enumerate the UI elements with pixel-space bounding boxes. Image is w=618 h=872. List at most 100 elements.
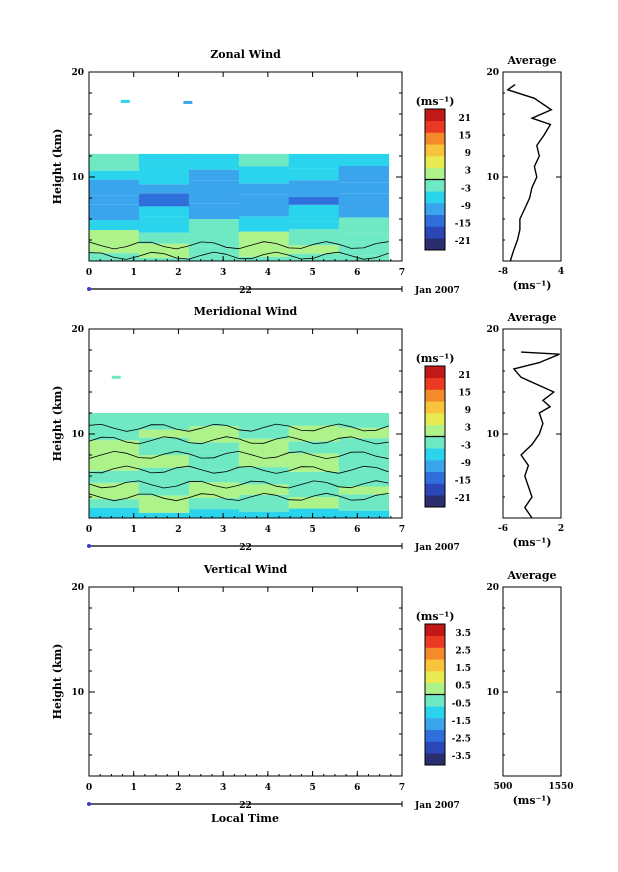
heatmap-cell <box>288 453 340 472</box>
heatmap-cell <box>238 183 290 195</box>
date-label: Jan 2007 <box>414 543 460 553</box>
profile-x-tick-label: 2 <box>558 524 564 534</box>
x-tick-label: 0 <box>86 525 92 535</box>
y-axis-label: Height (km) <box>51 386 64 462</box>
heatmap-cell <box>138 257 190 261</box>
colorbar-tick-label: 3.5 <box>455 629 471 639</box>
heatmap-cell <box>188 426 240 443</box>
panel-3: Vertical Wind 0 1 2 3 4 5 6 7 10 20 Height (km) 22 Ja… <box>51 563 574 811</box>
heatmap-cell <box>238 511 290 518</box>
heatmap-cell <box>138 467 190 486</box>
heatmap-cell <box>188 169 240 181</box>
profile-y-tick-label: 20 <box>486 583 499 593</box>
heatmap-cell <box>89 452 140 471</box>
heatmap-cell <box>138 206 190 217</box>
profile-x-tick-label: 4 <box>558 267 564 277</box>
profile-title: Average <box>506 569 556 582</box>
colorbar-tick-label: 0.5 <box>455 682 471 692</box>
colorbar-tick-label: -3 <box>461 441 471 451</box>
heatmap-cell <box>338 153 390 166</box>
y-tick-label: 20 <box>71 68 84 78</box>
y-axis-label: Height (km) <box>51 129 64 205</box>
heatmap-cell <box>188 452 240 470</box>
heatmap-cell <box>188 198 240 204</box>
heatmap-cell <box>288 441 340 454</box>
heatmap-cell <box>89 179 140 196</box>
contour-line <box>88 450 389 460</box>
heatmap-cell <box>188 469 240 483</box>
x-tick-label: 1 <box>131 525 137 535</box>
heatmap-cell <box>338 438 390 457</box>
heatmap-cell <box>138 243 190 258</box>
profile-y-tick-label: 10 <box>486 430 499 440</box>
colorbar-swatch <box>425 132 445 145</box>
heatmap-cell <box>338 494 390 511</box>
colorbar-swatch <box>425 191 445 204</box>
profile-unit: (ms⁻¹) <box>513 279 552 292</box>
heatmap-cell <box>338 413 390 428</box>
heatmap-cell <box>89 170 140 180</box>
contour-line <box>88 480 389 489</box>
heatmap-cell <box>188 203 240 219</box>
heatmap-cell <box>89 470 140 483</box>
contour-line <box>88 423 389 432</box>
heatmap-cell <box>238 256 290 261</box>
heatmap-cell <box>188 413 240 427</box>
heatmap-cell <box>89 425 140 441</box>
heatmap-cell <box>238 457 290 468</box>
heatmap-cell <box>138 413 190 430</box>
panel-1: Zonal Wind 0 1 2 3 4 5 6 7 10 20 Height (km) 22 Jan 2… <box>51 48 564 296</box>
heatmap-cell <box>138 455 190 468</box>
x-tick-label: 6 <box>354 525 360 535</box>
heatmap-cell <box>111 375 121 379</box>
x-tick-label: 6 <box>354 783 360 793</box>
heatmap-cell <box>338 427 390 439</box>
y-tick-label: 10 <box>71 430 84 440</box>
panel-title: Meridional Wind <box>194 305 298 318</box>
colorbar-swatch <box>425 413 445 426</box>
x-tick-label: 6 <box>354 268 360 278</box>
colorbar-swatch <box>425 635 445 648</box>
colorbar-tick-label: -15 <box>455 220 471 230</box>
colorbar-unit: (ms⁻¹) <box>416 95 455 108</box>
x-tick-label: 0 <box>86 783 92 793</box>
heatmap-cell <box>288 253 340 261</box>
colorbar-swatch <box>425 471 445 484</box>
profile-y-tick-label: 10 <box>486 688 499 698</box>
colorbar-tick-label: 2.5 <box>455 646 471 656</box>
panel-title: Vertical Wind <box>203 563 288 576</box>
heatmap-cell <box>188 246 240 255</box>
heatmap-cell <box>288 228 340 246</box>
colorbar-tick-label: 21 <box>458 114 471 124</box>
heatmap-cell <box>89 204 140 221</box>
y-tick-label: 20 <box>71 583 84 593</box>
colorbar-tick-label: -1.5 <box>452 717 471 727</box>
heatmap-cell <box>89 413 140 426</box>
x-tick-label: 1 <box>131 783 137 793</box>
x-axis-label: Local Time <box>211 812 279 825</box>
colorbar-swatch <box>425 377 445 390</box>
x-tick-label: 5 <box>309 525 315 535</box>
heatmap-cell <box>89 195 140 205</box>
colorbar-tick-label: -3 <box>461 184 471 194</box>
heatmap-cell <box>89 220 140 231</box>
heatmap-cell <box>238 413 290 429</box>
heatmap-cell <box>238 428 290 439</box>
x-tick-label: 7 <box>399 525 405 535</box>
heatmap-cell <box>138 495 190 513</box>
contour-line <box>88 251 389 260</box>
contour-line <box>88 492 389 502</box>
heatmap-cell <box>238 231 290 244</box>
colorbar-tick-label: -0.5 <box>452 699 471 709</box>
x-tick-label: 1 <box>131 268 137 278</box>
heatmap-cell <box>338 165 390 183</box>
x-tick-label: 7 <box>399 783 405 793</box>
heatmap-cell <box>238 208 290 217</box>
heatmap-cell <box>338 468 390 487</box>
colorbar-swatch <box>425 144 445 157</box>
heatmap-cell <box>288 245 340 254</box>
heatmap-cell <box>338 207 390 218</box>
colorbar-swatch <box>425 448 445 461</box>
heatmap-cells <box>88 99 390 261</box>
